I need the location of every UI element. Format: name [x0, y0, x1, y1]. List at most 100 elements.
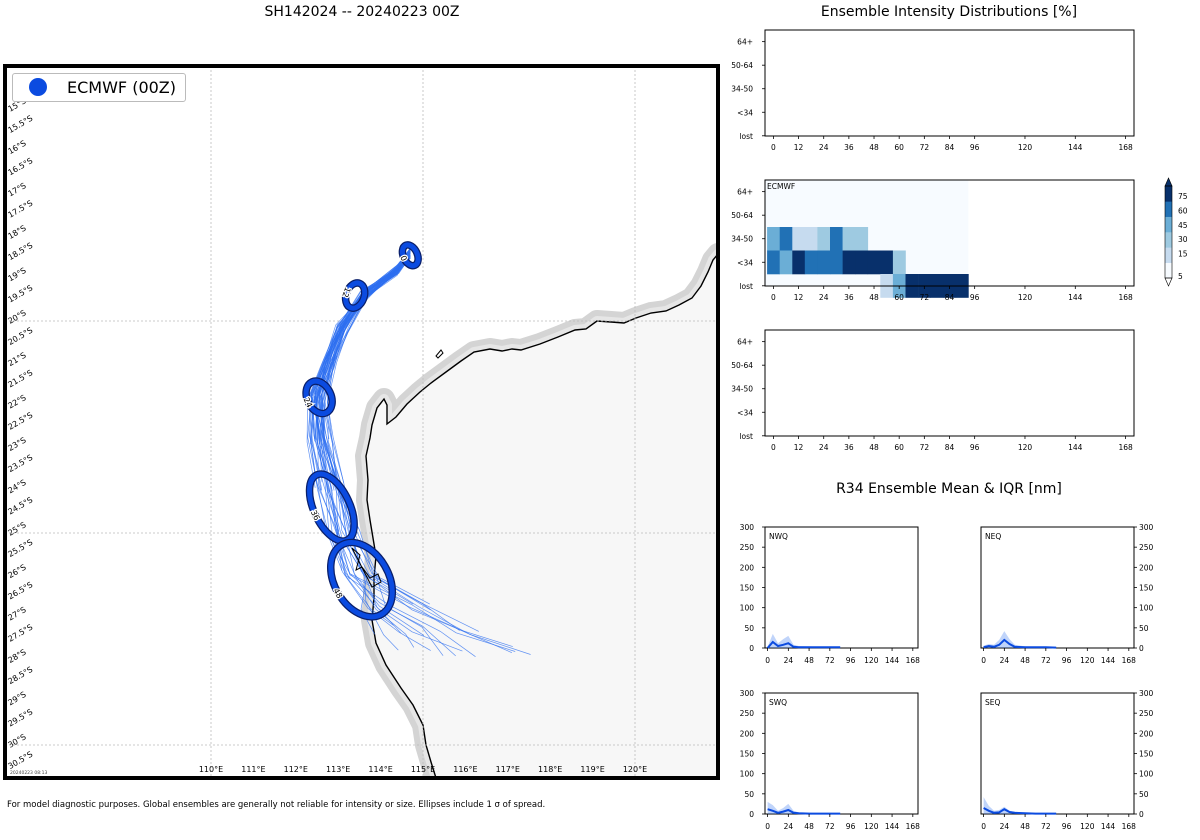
x-tick-label: 12: [794, 293, 804, 302]
r34-panel-swq: SWQ 0 50 100 150 200 250 300 0 24 48 72 96 120 144 168: [740, 689, 921, 831]
y-tick-label: 100: [1139, 770, 1154, 779]
ensemble-member-track: [321, 248, 411, 440]
x-tick-label: 48: [869, 293, 879, 302]
x-tick-label: 12: [794, 443, 804, 452]
y-tick-label: 34-50: [731, 85, 753, 94]
y-tick-label: lost: [739, 132, 753, 141]
x-tick-label: 48: [804, 656, 814, 665]
panel-background: [765, 30, 1134, 136]
ensemble-member-track: [311, 251, 411, 492]
y-tick-label: 300: [1139, 689, 1154, 698]
x-tick-label: 96: [970, 143, 980, 152]
panel-label: ECMWF: [767, 182, 795, 191]
heatmap-cell: [855, 227, 869, 251]
x-tick-label: 60: [894, 443, 904, 452]
intensity-panel-3: 64+ 50-64 34-50 <34 lost 0 12 24 36 48 60 72 84 96 120…: [731, 329, 1135, 452]
x-tick-label: 168: [1122, 822, 1137, 831]
ellipse-fill: [399, 242, 421, 269]
x-tick-label: 96: [846, 822, 856, 831]
x-tick-label: 72: [920, 443, 930, 452]
footnote: For model diagnostic purposes. Global en…: [7, 800, 546, 810]
mean-line: [983, 638, 1057, 649]
panel-frame: [764, 692, 919, 815]
x-tick-label: 48: [1020, 822, 1030, 831]
lon-tick-label: 117°E: [496, 765, 520, 774]
ensemble-member-track: [318, 250, 411, 487]
panel-frame: [980, 692, 1135, 815]
x-tick-label: 96: [846, 656, 856, 665]
colorbar-tick-label: 5: [1178, 272, 1183, 281]
x-tick-label: 120: [864, 656, 879, 665]
mean-line: [983, 807, 1057, 815]
y-tick-label: 64+: [737, 338, 753, 347]
quadrant-label: NEQ: [985, 532, 1001, 541]
x-tick-label: 36: [844, 443, 854, 452]
ecmwf-legend-dot-icon: [29, 78, 47, 96]
colorbar-segment: [1165, 232, 1172, 248]
x-tick-label: 72: [920, 293, 930, 302]
y-tick-label: 34-50: [731, 235, 753, 244]
y-tick-label: 0: [749, 644, 754, 653]
y-tick-label: 250: [740, 709, 755, 718]
x-tick-label: 72: [825, 656, 835, 665]
x-tick-label: 120: [1018, 293, 1033, 302]
main-title: SH142024 -- 20240223 00Z: [264, 4, 460, 20]
x-tick-label: 24: [819, 143, 829, 152]
quadrant-label: NWQ: [769, 532, 788, 541]
australia-land: [366, 254, 718, 778]
x-tick-label: 72: [825, 822, 835, 831]
y-tick-label: 100: [740, 604, 755, 613]
forecast-ellipse-48: 48: [327, 538, 397, 621]
y-tick-label: 64+: [737, 188, 753, 197]
x-tick-label: 168: [1118, 443, 1133, 452]
heatmap-cell: [804, 250, 818, 275]
x-tick-label: 144: [1068, 293, 1083, 302]
heatmap-cell: [804, 227, 818, 251]
panel-frame: [980, 526, 1135, 649]
quadrant-label: SEQ: [985, 698, 1000, 707]
y-tick-label: 150: [1139, 750, 1154, 759]
y-tick-label: <34: [737, 408, 753, 417]
y-tick-label: 150: [740, 750, 755, 759]
heatmap-cell: [855, 250, 869, 275]
heatmap-cell: [767, 227, 780, 251]
y-tick-label: <34: [737, 258, 753, 267]
y-tick-label: 250: [1139, 709, 1154, 718]
y-tick-label: 300: [1139, 523, 1154, 532]
ellipse-fill: [343, 280, 368, 311]
heatmap-cell: [880, 250, 894, 275]
panel-background: [765, 330, 1134, 436]
y-tick-label: 50: [744, 624, 754, 633]
x-tick-label: 24: [819, 443, 829, 452]
ensemble-member-track: [327, 256, 460, 631]
x-tick-label: 120: [1018, 443, 1033, 452]
ellipse-lead-label: 0: [398, 254, 408, 262]
x-tick-label: 96: [1062, 822, 1072, 831]
lon-tick-label: 120°E: [623, 765, 647, 774]
ensemble-member-track: [327, 255, 411, 490]
heatmap-cell: [830, 227, 843, 251]
x-tick-label: 48: [804, 822, 814, 831]
y-tick-label: 200: [1139, 729, 1154, 738]
x-tick-label: 144: [885, 822, 900, 831]
mean-line: [766, 640, 841, 649]
x-tick-label: 168: [1122, 656, 1137, 665]
legend-label: ECMWF (00Z): [67, 78, 176, 97]
x-tick-label: 0: [981, 822, 986, 831]
ensemble-member-track: [324, 250, 411, 484]
y-tick-label: 50-64: [731, 361, 753, 370]
x-tick-label: 0: [765, 822, 770, 831]
map-frame: [3, 64, 720, 780]
y-tick-label: 0: [1139, 810, 1144, 819]
x-tick-label: 144: [1068, 443, 1083, 452]
lon-tick-label: 114°E: [368, 765, 392, 774]
heatmap-cell: [817, 227, 831, 251]
timestamp-stamp: 20240223 08:13: [10, 771, 48, 776]
x-tick-label: 0: [771, 143, 776, 152]
colorbar-frame: [1164, 185, 1173, 279]
r34-title: R34 Ensemble Mean & IQR [nm]: [836, 481, 1062, 497]
y-tick-label: 200: [740, 729, 755, 738]
x-tick-label: 84: [945, 143, 955, 152]
y-tick-label: <34: [737, 108, 753, 117]
